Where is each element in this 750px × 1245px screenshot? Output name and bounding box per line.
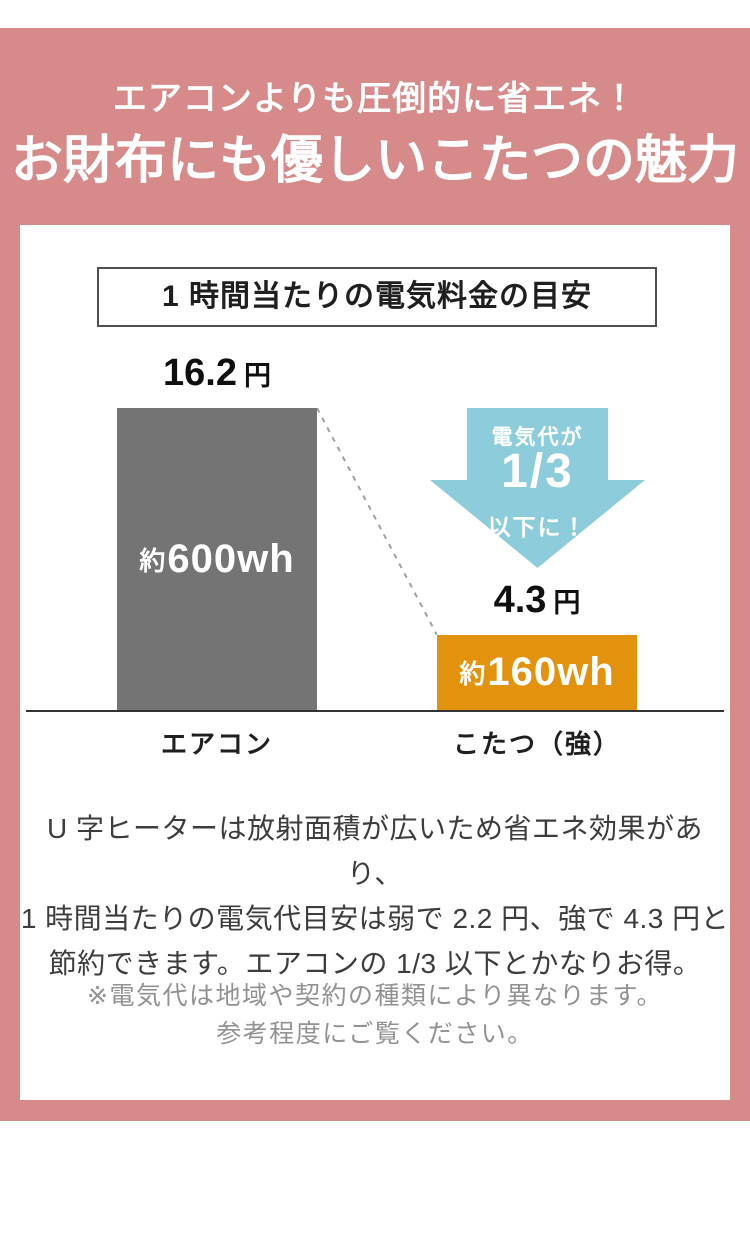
description-paragraph: U 字ヒーターは放射面積が広いため省エネ効果があり、 1 時間当たりの電気代目安…	[20, 806, 730, 986]
aircon-price-label: 16.2 円	[67, 352, 367, 395]
description-line-3: 節約できます。エアコンの 1/3 以下とかなりお得。	[48, 948, 702, 979]
kotatsu-price-label: 4.3 円	[407, 579, 667, 622]
description-line-2: 1 時間当たりの電気代目安は弱で 2.2 円、強で 4.3 円と	[20, 903, 730, 934]
aircon-bar: 約 600wh	[117, 408, 317, 710]
description-line-1: U 字ヒーターは放射面積が広いため省エネ効果があり、	[46, 813, 703, 889]
arrow-text-top: 電気代が	[491, 426, 584, 449]
aircon-watt-prefix: 約	[139, 545, 166, 576]
aircon-price-value: 16.2	[163, 352, 237, 394]
aircon-watt-value: 600wh	[167, 536, 295, 581]
chart-axis-line	[26, 710, 724, 712]
chart-title-box: 1 時間当たりの電気料金の目安	[97, 267, 657, 327]
category-label-kotatsu: こたつ（強）	[452, 729, 621, 759]
aircon-price-unit: 円	[243, 361, 271, 391]
arrow-text-fraction: 1/3	[501, 445, 574, 498]
dashed-connector-line	[317, 408, 437, 635]
header-subtitle: エアコンよりも圧倒的に省エネ！	[112, 80, 638, 118]
category-label-aircon: エアコン	[160, 729, 273, 759]
one-third-arrow-badge: 電気代が 1/3 以下に！	[430, 408, 645, 568]
disclaimer-line-2: 参考程度にご覧ください。	[216, 1020, 534, 1048]
kotatsu-price-unit: 円	[553, 588, 581, 618]
page-title: お財布にも優しいこたつの魅力	[10, 132, 739, 190]
down-arrow-icon	[430, 408, 645, 568]
disclaimer-note: ※電気代は地域や契約の種類により異なります。 参考程度にご覧ください。	[20, 977, 730, 1053]
kotatsu-watt-label: 約 160wh	[459, 650, 614, 695]
kotatsu-bar: 約 160wh	[437, 635, 637, 710]
aircon-watt-label: 約 600wh	[139, 537, 294, 582]
disclaimer-line-1: ※電気代は地域や契約の種類により異なります。	[87, 982, 663, 1010]
kotatsu-price-value: 4.3	[493, 579, 547, 621]
kotatsu-watt-value: 160wh	[487, 650, 615, 694]
arrow-text-bottom: 以下に！	[487, 514, 588, 540]
electricity-cost-card: 1 時間当たりの電気料金の目安 16.2 円 約 600wh 電気代が 1/3 以下…	[20, 225, 730, 1100]
kotatsu-watt-prefix: 約	[459, 659, 486, 689]
